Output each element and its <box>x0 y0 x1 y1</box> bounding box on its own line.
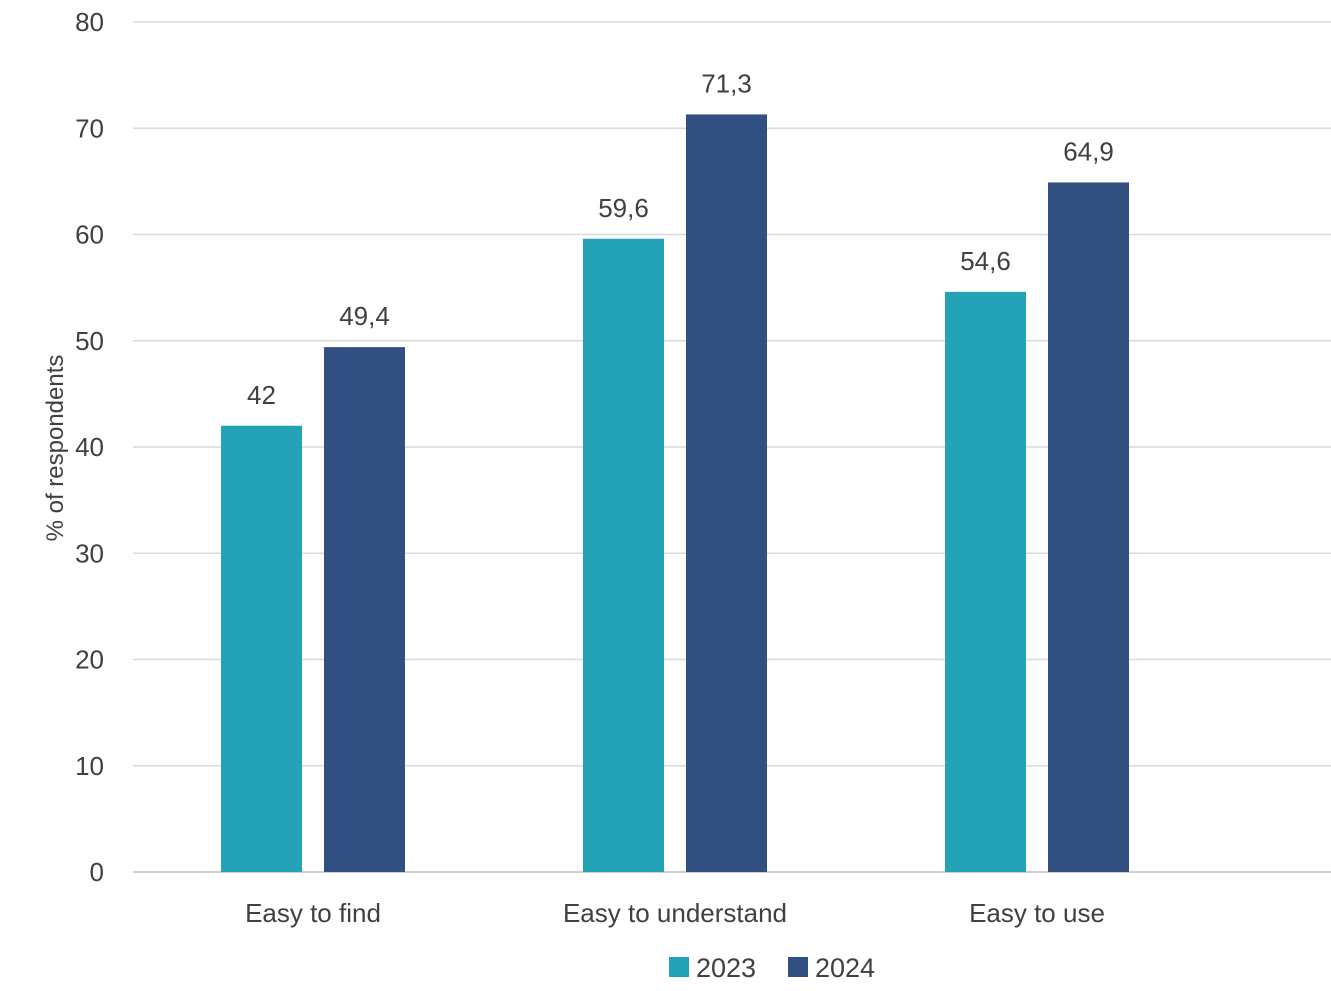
y-tick-label: 10 <box>75 751 104 781</box>
x-category-label: Easy to use <box>969 898 1105 928</box>
x-category-label: Easy to find <box>245 898 381 928</box>
y-tick-label: 50 <box>75 326 104 356</box>
y-tick-label: 30 <box>75 538 104 568</box>
legend-swatch <box>788 957 808 977</box>
bar-2024-2 <box>1048 182 1129 872</box>
legend-label: 2023 <box>696 953 756 983</box>
x-category-label: Easy to understand <box>563 898 787 928</box>
bar-2023-2 <box>945 291 1026 872</box>
y-tick-label: 70 <box>75 113 104 143</box>
data-labels: 42 49,4 59,6 71,3 54,6 64,9 <box>247 68 1114 409</box>
y-tick-label: 80 <box>75 7 104 37</box>
y-tick-label: 0 <box>90 857 104 887</box>
data-label: 54,6 <box>960 246 1011 276</box>
data-label: 42 <box>247 380 276 410</box>
legend: 2023 2024 <box>669 953 875 983</box>
bar-2024-1 <box>686 114 767 872</box>
y-axis-title: % of respondents <box>42 355 69 542</box>
legend-swatch <box>669 957 689 977</box>
y-tick-label: 60 <box>75 220 104 250</box>
bar-2023-1 <box>583 238 664 872</box>
data-label: 64,9 <box>1063 136 1114 166</box>
data-label: 59,6 <box>598 193 649 223</box>
data-label: 49,4 <box>339 301 390 331</box>
x-axis-category-labels: Easy to find Easy to understand Easy to us… <box>245 898 1105 928</box>
bar-2023-0 <box>221 425 302 872</box>
y-axis-tick-labels: 0 10 20 30 40 50 60 70 80 <box>75 7 104 887</box>
bars <box>221 114 1129 872</box>
legend-label: 2024 <box>815 953 875 983</box>
data-label: 71,3 <box>701 68 752 98</box>
y-tick-label: 20 <box>75 645 104 675</box>
y-tick-label: 40 <box>75 432 104 462</box>
bar-2024-0 <box>324 347 405 872</box>
